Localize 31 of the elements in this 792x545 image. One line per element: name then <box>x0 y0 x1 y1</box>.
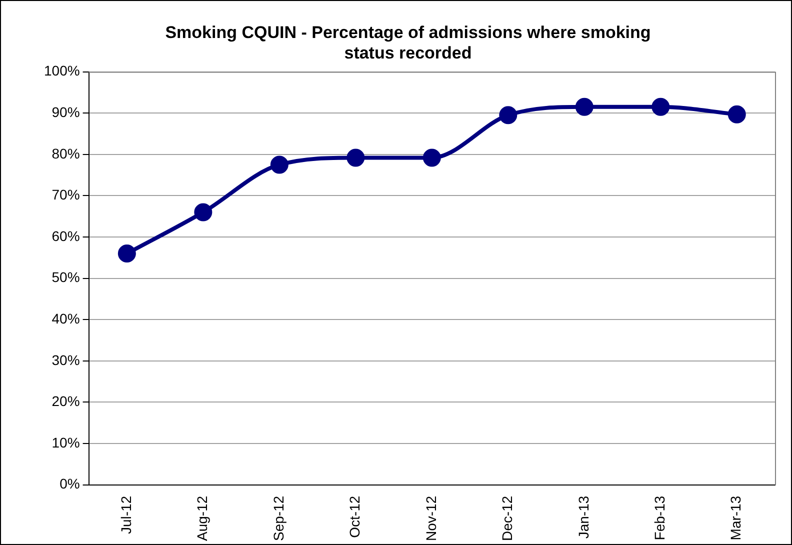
y-tick-label: 10% <box>52 434 80 450</box>
x-tick-label: Feb-13 <box>651 496 668 540</box>
y-tick-label: 0% <box>60 476 80 492</box>
y-tick-label: 40% <box>52 310 80 326</box>
point <box>422 148 441 167</box>
x-tick-label: Sep-12 <box>270 496 286 542</box>
point <box>346 148 365 167</box>
y-tick-label: 90% <box>52 104 80 120</box>
x-tick-label: Nov-12 <box>422 496 439 541</box>
y-tick-label: 80% <box>52 145 80 162</box>
point <box>194 203 212 222</box>
y-tick-label: 70% <box>52 186 80 203</box>
point <box>499 106 518 124</box>
x-tick-label: Dec-12 <box>499 496 516 541</box>
point <box>652 98 670 116</box>
y-tick-label: 30% <box>52 352 80 368</box>
point <box>270 156 288 174</box>
point <box>118 244 136 263</box>
x-tick-label: Mar-13 <box>728 496 744 540</box>
text: status recorded <box>344 43 472 62</box>
y-tick-label: 100% <box>44 62 80 79</box>
y-tick-label: 60% <box>52 228 80 244</box>
point <box>575 98 594 116</box>
x-tick-label: Jan-13 <box>575 496 592 539</box>
point <box>728 105 746 124</box>
y-tick-label: 20% <box>52 393 80 410</box>
x-tick-label: Jul-12 <box>118 496 134 534</box>
x-tick-label: Oct-12 <box>346 496 363 538</box>
x-tick-label: Aug-12 <box>194 496 210 542</box>
y-tick-label: 50% <box>52 269 80 286</box>
text: Smoking CQUIN - Percentage of admissions where smoking <box>165 22 651 42</box>
